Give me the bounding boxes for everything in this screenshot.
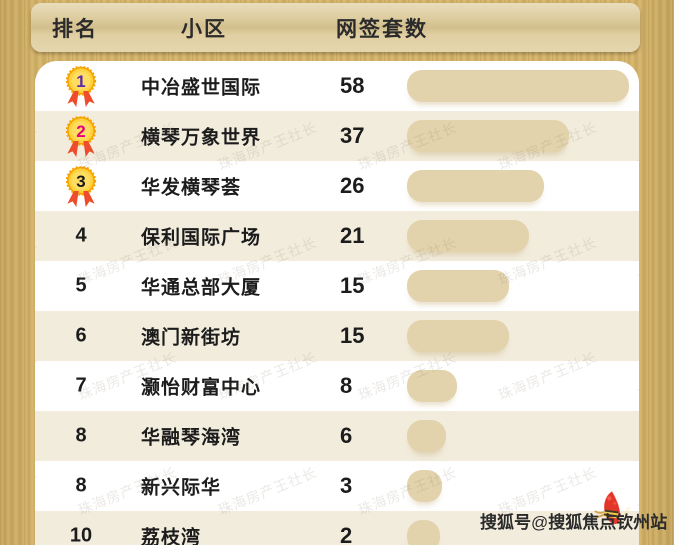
svg-text:2: 2 xyxy=(76,122,85,141)
svg-text:3: 3 xyxy=(76,172,85,191)
svg-text:1: 1 xyxy=(76,72,85,91)
